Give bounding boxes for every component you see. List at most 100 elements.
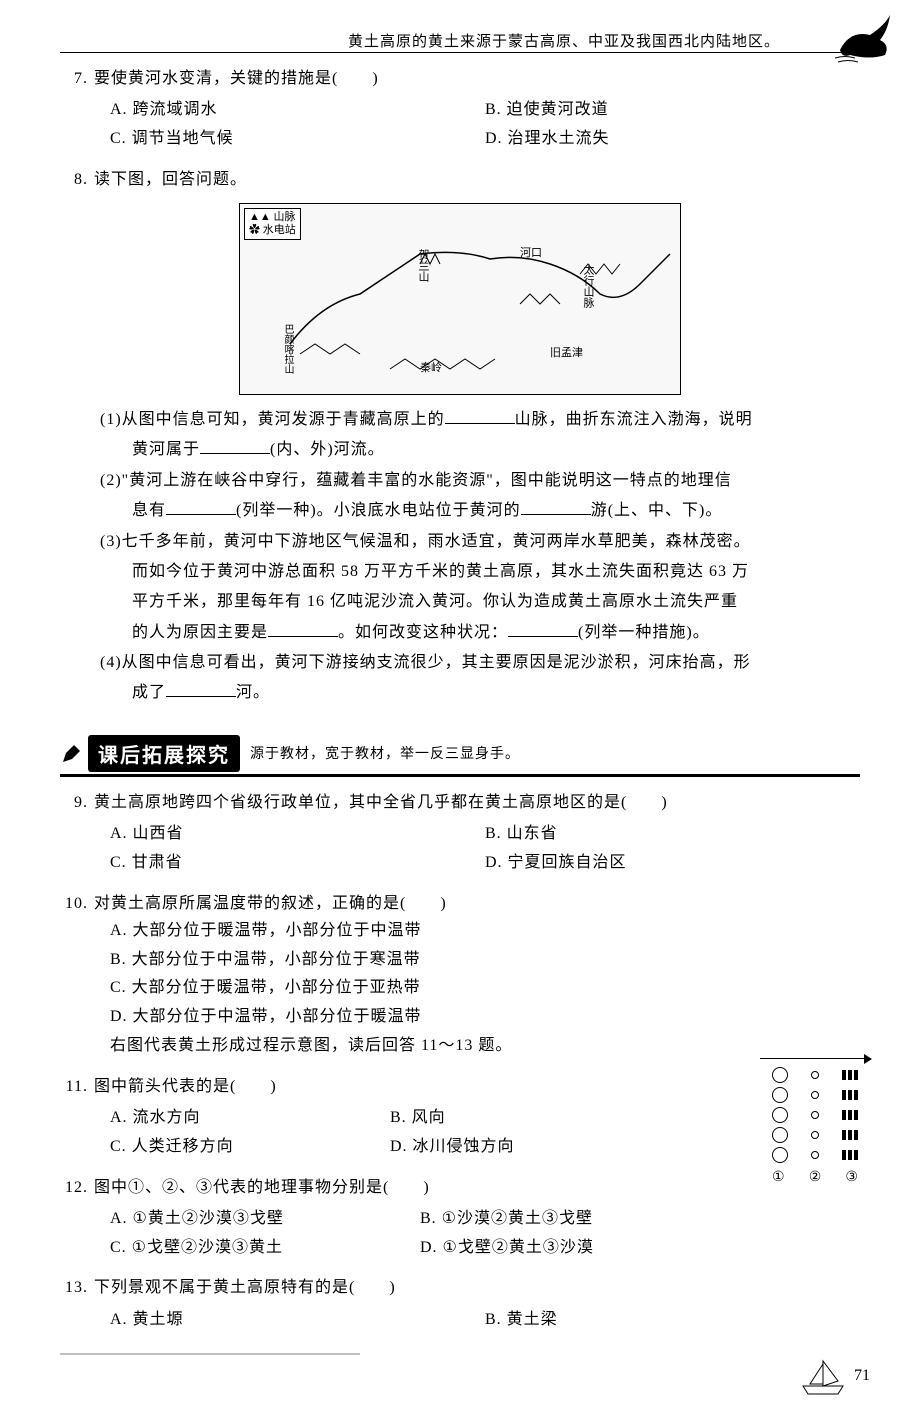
footer-rule xyxy=(60,1353,360,1356)
q13-options: A. 黄土塬 B. 黄土梁 xyxy=(110,1306,860,1335)
question-13: 13.下列景观不属于黄土高原特有的是( ) A. 黄土塬 B. 黄土梁 xyxy=(60,1274,860,1334)
map-label-qinling: 秦岭 xyxy=(420,359,442,375)
blank xyxy=(166,498,236,515)
q10-option-b: B. 大部分位于中温带，小部分位于寒温带 xyxy=(110,946,860,975)
q11-option-d: D. 冰川侵蚀方向 xyxy=(390,1133,670,1162)
q10-number: 10. xyxy=(60,890,88,917)
q7-option-a: A. 跨流域调水 xyxy=(110,96,485,125)
q8-s2b: 息有 xyxy=(132,502,166,519)
fig-label-3: ③ xyxy=(845,1169,858,1186)
q10-option-c: C. 大部分位于暖温带，小部分位于亚热带 xyxy=(110,974,860,1003)
map-label-bayan: 巴颜喀拉山 xyxy=(280,324,295,374)
boat-icon xyxy=(798,1356,848,1396)
q11-options: A. 流水方向 B. 风向 C. 人类迁移方向 D. 冰川侵蚀方向 xyxy=(110,1104,670,1162)
header-rule: 黄土高原的黄土来源于蒙古高原、中亚及我国西北内陆地区。 xyxy=(60,30,860,53)
q8-s1b: 山脉，曲折东流注入渤海，说明 xyxy=(515,411,753,428)
q10-stem: 对黄土高原所属温度带的叙述，正确的是( ) xyxy=(94,895,447,912)
question-8: 8. 读下图，回答问题。 xyxy=(60,166,860,193)
q8-s4b: 成了 xyxy=(132,684,166,701)
q8-s2a: (2)"黄河上游在峡谷中穿行，蕴藏着丰富的水能资源"，图中能说明这一特点的地理信 xyxy=(100,472,732,489)
question-9: 9. 黄土高原地跨四个省级行政单位，其中全省几乎都在黄土高原地区的是( ) A. … xyxy=(60,789,860,878)
q13-option-a: A. 黄土塬 xyxy=(110,1306,485,1335)
q7-option-c: C. 调节当地气候 xyxy=(110,125,485,154)
blank xyxy=(268,620,338,637)
section-subtitle: 源于教材，宽于教材，举一反三显身手。 xyxy=(250,743,520,763)
q8-sub3: (3)七千多年前，黄河中下游地区气候温和，雨水适宜，黄河两岸水草肥美，森林茂密。… xyxy=(100,527,860,649)
q11-option-b: B. 风向 xyxy=(390,1104,670,1133)
q7-option-b: B. 迫使黄河改道 xyxy=(485,96,860,125)
q9-stem: 黄土高原地跨四个省级行政单位，其中全省几乎都在黄土高原地区的是( ) xyxy=(94,794,668,811)
q8-sub1: (1)从图中信息可知，黄河发源于青藏高原上的 山脉，曲折东流注入渤海，说明 黄河属… xyxy=(100,405,860,466)
q11-option-c: C. 人类迁移方向 xyxy=(110,1133,390,1162)
q12-options: A. ①黄土②沙漠③戈壁 B. ①沙漠②黄土③戈壁 C. ①戈壁②沙漠③黄土 D… xyxy=(110,1205,730,1263)
q8-sub4: (4)从图中信息可看出，黄河下游接纳支流很少，其主要原因是泥沙淤积，河床抬高，形… xyxy=(100,648,860,709)
map-label-hekou: 河口 xyxy=(520,244,542,260)
page-footer: 71 xyxy=(798,1356,870,1396)
pencil-icon xyxy=(60,741,84,765)
q7-stem: 要使黄河水变清，关键的措施是( ) xyxy=(94,70,379,87)
arrow-line xyxy=(760,1058,870,1059)
map-svg xyxy=(240,204,680,394)
q9-option-a: A. 山西省 xyxy=(110,820,485,849)
q8-s3d: 的人为原因主要是 xyxy=(132,624,268,641)
q10-option-a: A. 大部分位于暖温带，小部分位于中温带 xyxy=(110,917,860,946)
q10-note: 右图代表黄土形成过程示意图，读后回答 11～13 题。 xyxy=(110,1032,860,1061)
fig-label-1: ① xyxy=(772,1169,785,1186)
q8-number: 8. xyxy=(60,166,88,193)
q13-stem: 下列景观不属于黄土高原特有的是( ) xyxy=(94,1279,396,1296)
map-label-helan: 贺兰山 xyxy=(415,249,431,282)
q8-s4a: (4)从图中信息可看出，黄河下游接纳支流很少，其主要原因是泥沙淤积，河床抬高，形 xyxy=(100,654,751,671)
q11-stem: 图中箭头代表的是( ) xyxy=(94,1078,277,1095)
q8-stem: 读下图，回答问题。 xyxy=(94,171,247,188)
q8-sub2: (2)"黄河上游在峡谷中穿行，蕴藏着丰富的水能资源"，图中能说明这一特点的地理信… xyxy=(100,466,860,527)
blank xyxy=(508,620,578,637)
header-note: 黄土高原的黄土来源于蒙古高原、中亚及我国西北内陆地区。 xyxy=(348,30,780,51)
q11-option-a: A. 流水方向 xyxy=(110,1104,390,1133)
q10-option-d: D. 大部分位于中温带，小部分位于暖温带 xyxy=(110,1003,860,1032)
q9-option-c: C. 甘肃省 xyxy=(110,849,485,878)
section-header: 课后拓展探究 源于教材，宽于教材，举一反三显身手。 xyxy=(60,735,860,777)
question-10: 10. 对黄土高原所属温度带的叙述，正确的是( ) A. 大部分位于暖温带，小部分… xyxy=(60,890,860,1061)
fig-label-2: ② xyxy=(809,1169,822,1186)
blank xyxy=(200,437,270,454)
q8-s4c: 河。 xyxy=(236,684,270,701)
q8-s3c: 平方千米，那里每年有 16 亿吨泥沙流入黄河。你认为造成黄土高原水土流失严重 xyxy=(132,593,738,610)
q12-option-a: A. ①黄土②沙漠③戈壁 xyxy=(110,1205,420,1234)
q9-option-b: B. 山东省 xyxy=(485,820,860,849)
q8-s2d: 游(上、中、下)。 xyxy=(591,502,723,519)
q12-number: 12. xyxy=(60,1174,88,1201)
q8-s1a: (1)从图中信息可知，黄河发源于青藏高原上的 xyxy=(100,411,445,428)
q8-s3a: (3)七千多年前，黄河中下游地区气候温和，雨水适宜，黄河两岸水草肥美，森林茂密。 xyxy=(100,533,751,550)
page-number: 71 xyxy=(854,1367,870,1385)
q9-options: A. 山西省 B. 山东省 C. 甘肃省 D. 宁夏回族自治区 xyxy=(110,820,860,878)
question-12: 12. 图中①、②、③代表的地理事物分别是( ) A. ①黄土②沙漠③戈壁 B. … xyxy=(60,1174,860,1263)
blank xyxy=(445,407,515,424)
arrow-head-icon xyxy=(864,1054,872,1064)
q7-option-d: D. 治理水土流失 xyxy=(485,125,860,154)
loess-formation-figure: ① ② ③ xyxy=(760,1058,870,1198)
q12-option-b: B. ①沙漠②黄土③戈壁 xyxy=(420,1205,730,1234)
q11-number: 11. xyxy=(60,1073,88,1100)
q8-s3e: 。如何改变这种状况： xyxy=(338,624,508,641)
page: 黄土高原的黄土来源于蒙古高原、中亚及我国西北内陆地区。 7. 要使黄河水变清，关键… xyxy=(0,0,920,1416)
blank xyxy=(521,498,591,515)
q13-option-b: B. 黄土梁 xyxy=(485,1306,860,1335)
map-label-mengjin: 旧孟津 xyxy=(550,344,583,360)
blank xyxy=(166,680,236,697)
q8-s1d: (内、外)河流。 xyxy=(270,441,385,458)
whale-icon xyxy=(830,10,900,70)
q7-number: 7. xyxy=(60,65,88,92)
q7-options: A. 跨流域调水 B. 迫使黄河改道 C. 调节当地气候 D. 治理水土流失 xyxy=(110,96,860,154)
q9-option-d: D. 宁夏回族自治区 xyxy=(485,849,860,878)
q12-stem: 图中①、②、③代表的地理事物分别是( ) xyxy=(94,1179,430,1196)
map-figure: ▲▲ 山脉 ✿ 水电站 贺兰山 秦岭 旧孟津 河口 太行山脉 巴颜喀拉山 xyxy=(239,203,681,395)
q8-s2c: (列举一种)。小浪底水电站位于黄河的 xyxy=(236,502,521,519)
q8-s3b: 而如今位于黄河中游总面积 58 万平方千米的黄土高原，其水土流失面积竟达 63 … xyxy=(132,563,749,580)
q8-s3f: (列举一种措施)。 xyxy=(578,624,710,641)
q8-s1c: 黄河属于 xyxy=(132,441,200,458)
q9-number: 9. xyxy=(60,789,88,816)
q12-option-c: C. ①戈壁②沙漠③黄土 xyxy=(110,1234,420,1263)
map-label-taihang: 太行山脉 xyxy=(580,264,596,308)
q12-option-d: D. ①戈壁②黄土③沙漠 xyxy=(420,1234,730,1263)
question-7: 7. 要使黄河水变清，关键的措施是( ) A. 跨流域调水 B. 迫使黄河改道 C… xyxy=(60,65,860,154)
